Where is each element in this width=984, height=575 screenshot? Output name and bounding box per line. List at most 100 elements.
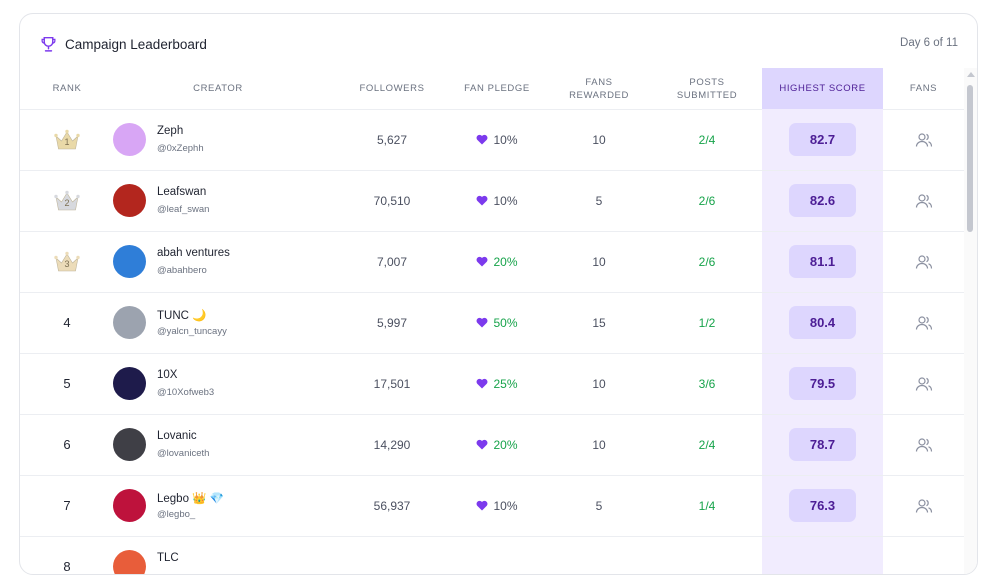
column-header-posts-submitted[interactable]: POSTS SUBMITTED [676, 76, 738, 101]
column-header-creator[interactable]: CREATOR [193, 83, 243, 94]
heart-icon [477, 439, 488, 450]
creator-name-text: Zeph [157, 125, 184, 137]
highest-score-cell: 80.4 [762, 292, 883, 353]
creator-name[interactable]: abah ventures [157, 247, 230, 259]
column-header-fans[interactable]: FANS [909, 83, 938, 94]
scroll-up-arrow-icon[interactable] [967, 72, 975, 77]
creator-name[interactable]: Legbo 👑 💎 [157, 491, 224, 505]
avatar[interactable] [113, 245, 146, 278]
creator-name[interactable]: 10X [157, 369, 177, 381]
rank-crown-icon: 2 [53, 189, 81, 213]
rank-crown-icon: 3 [53, 250, 81, 274]
posts-submitted-cell: 2/6 [698, 254, 716, 269]
heart-icon [477, 195, 488, 206]
avatar[interactable] [113, 428, 146, 461]
fans-icon[interactable] [915, 315, 933, 331]
creator-name-text: Legbo [157, 493, 189, 505]
rank-cell: 5 [20, 353, 114, 414]
followers-cell: 70,510 [373, 193, 411, 208]
creator-name[interactable]: Zeph [157, 125, 183, 137]
fans-cell [883, 170, 964, 231]
highest-score-value: 79.5 [789, 367, 856, 400]
fans-rewarded-cell: 5 [595, 498, 603, 513]
creator-badge: 🌙 [192, 310, 207, 322]
table-row[interactable]: 8 TLC [20, 536, 964, 574]
heart-icon [477, 378, 488, 389]
avatar[interactable] [113, 489, 146, 522]
creator-handle[interactable]: @abahbero [157, 265, 207, 276]
column-header-fans-rewarded[interactable]: FANS REWARDED [569, 76, 629, 101]
fan-pledge-value: 10% [493, 498, 518, 513]
column-header-rank[interactable]: RANK [52, 83, 82, 94]
page-title: Campaign Leaderboard [65, 37, 207, 52]
fans-icon[interactable] [915, 376, 933, 392]
fan-pledge-value: 25% [493, 376, 518, 391]
fan-pledge-cell [442, 536, 552, 574]
creator-name[interactable]: TUNC 🌙 [157, 308, 206, 322]
fans-cell [883, 353, 964, 414]
followers-cell: 5,627 [376, 132, 408, 147]
fans-cell [883, 231, 964, 292]
table-row[interactable]: 6 Lovanic @lovaniceth 14,290 20% 10 2/4 78.7 [20, 414, 964, 476]
followers-cell: 17,501 [373, 376, 411, 391]
avatar[interactable] [113, 184, 146, 217]
fan-pledge-cell: 20% [442, 231, 552, 292]
creator-handle[interactable]: @0xZephh [157, 143, 204, 154]
fans-rewarded-cell: 10 [592, 254, 606, 269]
rank-cell: 7 [20, 475, 114, 536]
column-header-fan-pledge[interactable]: FAN PLEDGE [464, 83, 530, 94]
creator-name[interactable]: Leafswan [157, 186, 206, 198]
highest-score-cell: 81.1 [762, 231, 883, 292]
creator-handle[interactable]: @lovaniceth [157, 448, 210, 459]
highest-score-value: 81.1 [789, 245, 856, 278]
rank-cell: 2 [20, 170, 114, 231]
creator-name-text: TUNC [157, 310, 189, 322]
fans-icon[interactable] [915, 254, 933, 270]
fans-icon[interactable] [915, 498, 933, 514]
fan-pledge-cell: 25% [442, 353, 552, 414]
highest-score-value: 82.6 [789, 184, 856, 217]
avatar[interactable] [113, 306, 146, 339]
posts-submitted-cell: 2/4 [698, 437, 716, 452]
scrollbar-thumb[interactable] [967, 85, 973, 232]
fan-pledge-cell: 10% [442, 109, 552, 170]
rank-number: 7 [63, 498, 71, 513]
fans-cell [883, 292, 964, 353]
creator-badge: 👑 💎 [192, 493, 225, 505]
creator-handle[interactable]: @leaf_swan [157, 204, 210, 215]
highest-score-cell [762, 536, 883, 574]
creator-handle[interactable]: @yalcn_tuncayy [157, 326, 227, 337]
creator-handle[interactable]: @legbo_ [157, 509, 196, 520]
fans-icon[interactable] [915, 193, 933, 209]
table-row[interactable]: 3 abah ventures @abahbero 7,007 20% 10 2/6 81.… [20, 231, 964, 293]
rank-cell: 1 [20, 109, 114, 170]
heart-icon [477, 256, 488, 267]
creator-name[interactable]: Lovanic [157, 430, 197, 442]
table-row[interactable]: 4 TUNC 🌙 @yalcn_tuncayy 5,997 50% 15 1/2 80.4 [20, 292, 964, 354]
avatar[interactable] [113, 367, 146, 400]
heart-icon [477, 317, 488, 328]
day-counter: Day 6 of 11 [900, 37, 958, 49]
followers-cell: 56,937 [373, 498, 411, 513]
table-row[interactable]: 1 Zeph @0xZephh 5,627 10% 10 2/4 82.7 [20, 109, 964, 171]
table-row[interactable]: 7 Legbo 👑 💎 @legbo_ 56,937 10% 5 1/4 76.3 [20, 475, 964, 537]
table-row[interactable]: 2 Leafswan @leaf_swan 70,510 10% 5 2/6 82.6 [20, 170, 964, 232]
creator-name-text: 10X [157, 369, 178, 381]
table-row[interactable]: 5 10X @10Xofweb3 17,501 25% 10 3/6 79.5 [20, 353, 964, 415]
rank-number: 6 [63, 437, 71, 452]
column-header-highest-score[interactable]: HIGHEST SCORE [762, 68, 883, 109]
fans-icon[interactable] [915, 132, 933, 148]
posts-submitted-cell: 2/6 [698, 193, 716, 208]
followers-cell: 7,007 [376, 254, 408, 269]
avatar[interactable] [113, 123, 146, 156]
posts-submitted-cell: 3/6 [698, 376, 716, 391]
title-group: Campaign Leaderboard [40, 36, 207, 53]
fans-rewarded-cell: 10 [592, 437, 606, 452]
creator-handle[interactable]: @10Xofweb3 [157, 387, 215, 398]
fan-pledge-value: 20% [493, 437, 518, 452]
vertical-scrollbar[interactable] [964, 68, 977, 574]
fans-rewarded-cell: 15 [592, 315, 606, 330]
column-header-followers[interactable]: FOLLOWERS [359, 83, 425, 94]
fans-icon[interactable] [915, 437, 933, 453]
highest-score-value: 80.4 [789, 306, 856, 339]
